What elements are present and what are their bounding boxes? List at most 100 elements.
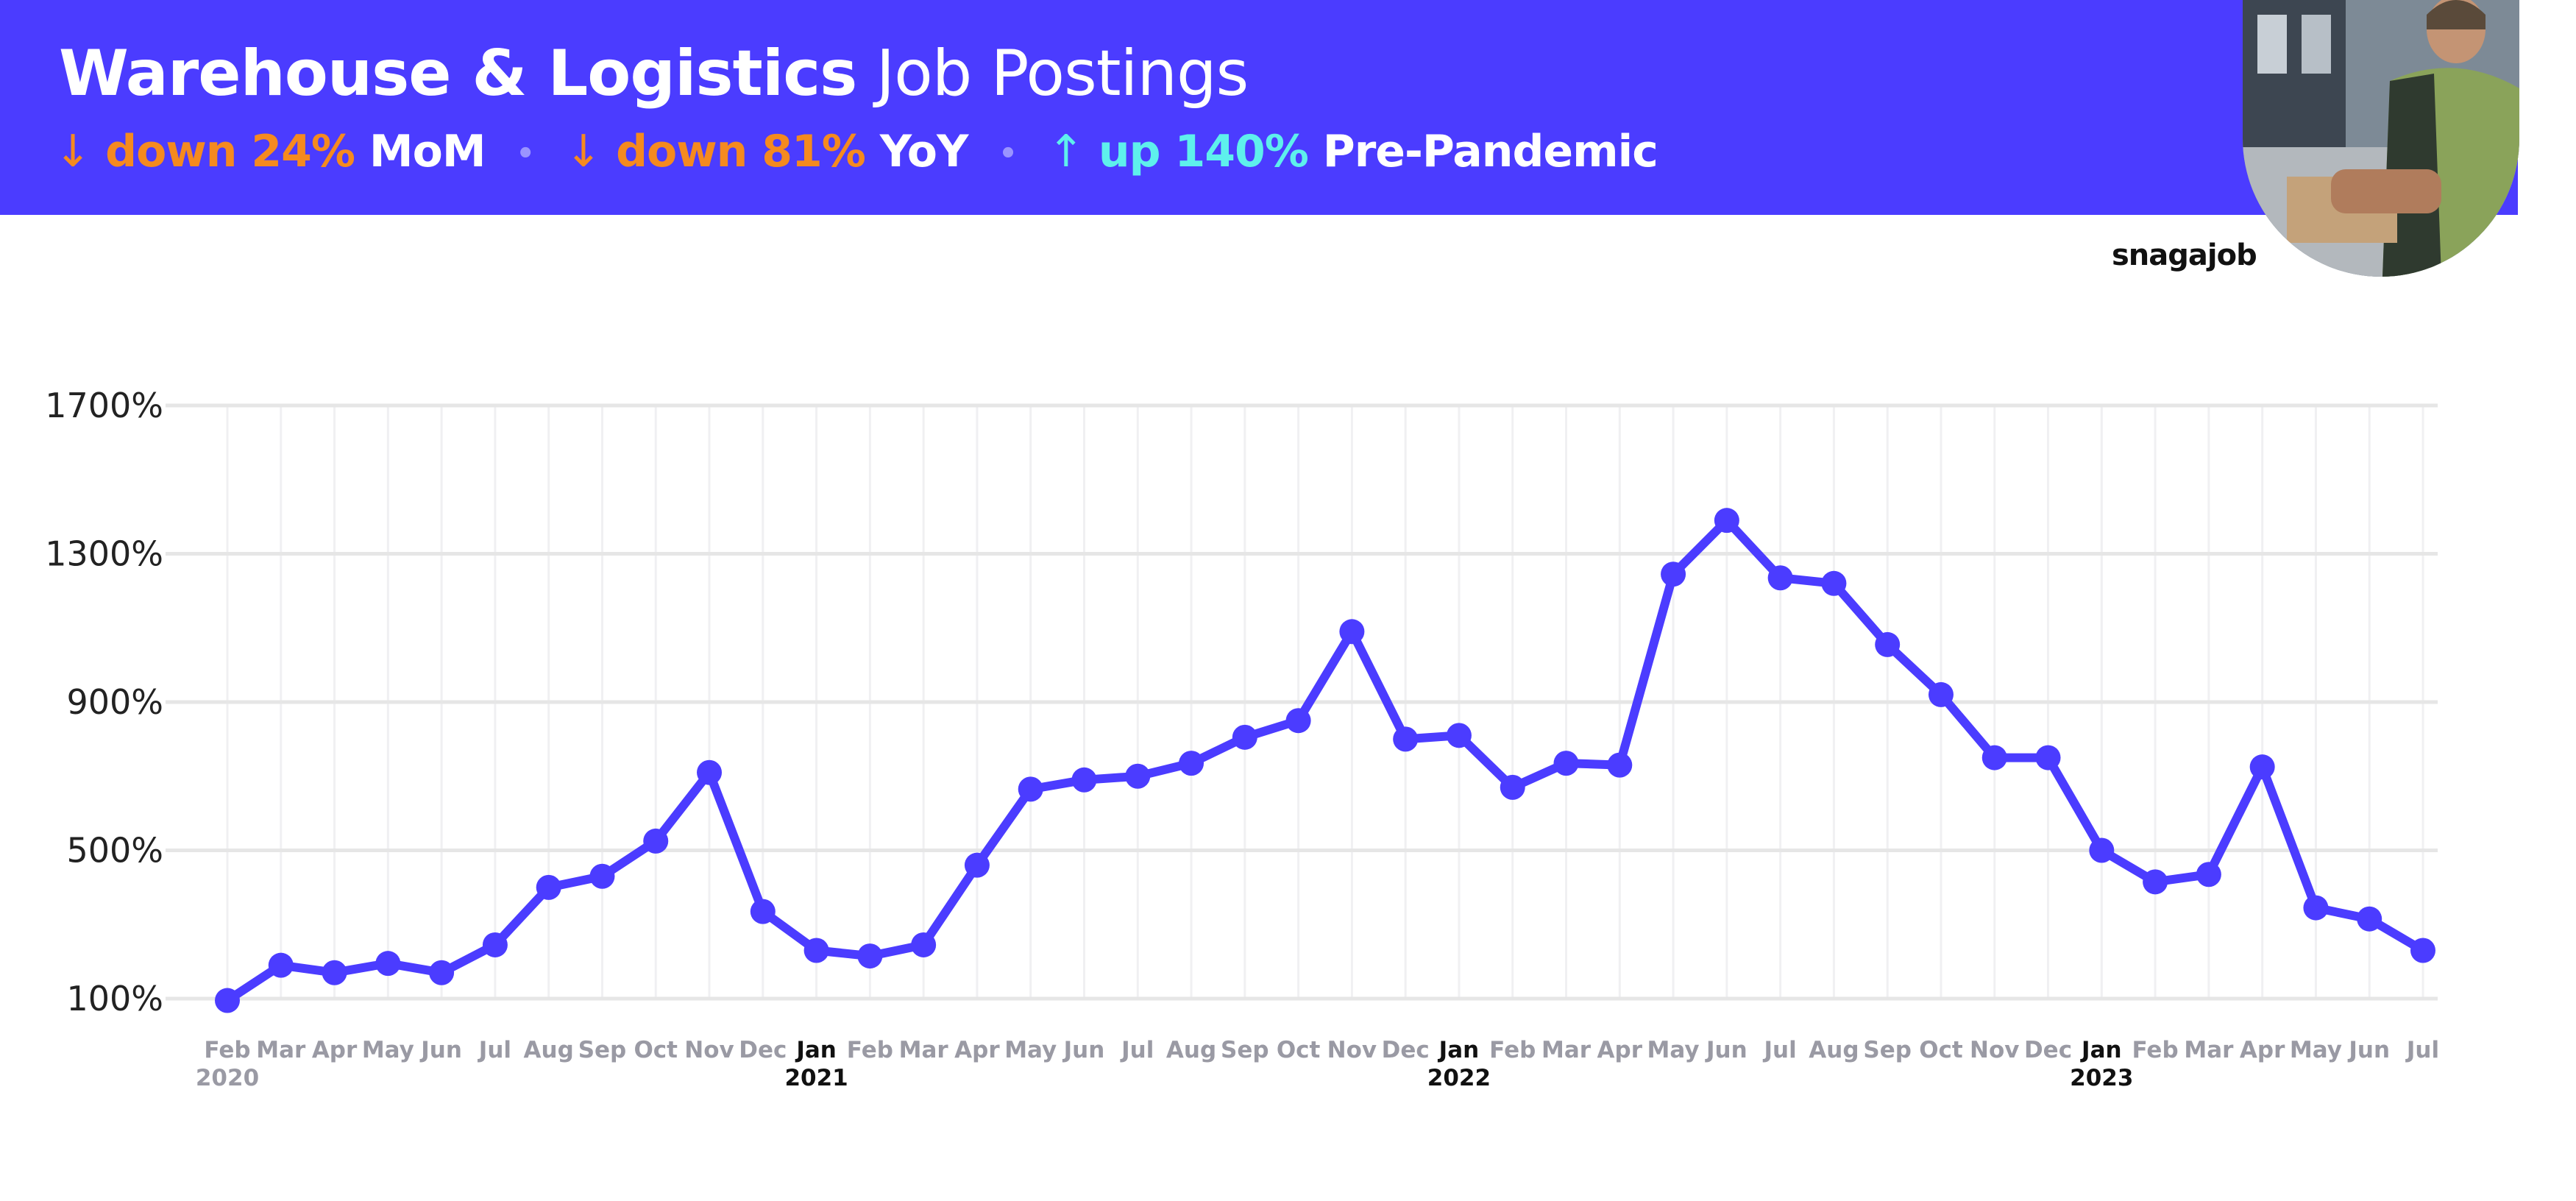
x-tick-label: Mar (899, 1037, 949, 1063)
x-tick-label: Aug (524, 1037, 574, 1063)
x-tick-label: Mar (256, 1037, 306, 1063)
x-tick-label: Mar (1541, 1037, 1592, 1063)
data-point (2196, 862, 2221, 888)
x-tick-label: Aug (1166, 1037, 1216, 1063)
data-point (1232, 724, 1257, 750)
data-point (964, 852, 990, 878)
page-title: Warehouse & Logistics Job Postings (59, 35, 1249, 112)
data-point (1981, 745, 2007, 770)
data-point (911, 932, 937, 957)
data-point (482, 932, 508, 957)
data-point (2089, 837, 2115, 863)
x-tick-label: Nov (684, 1037, 734, 1063)
data-point (536, 874, 561, 900)
data-point (1125, 763, 1151, 789)
y-tick-label: 500% (66, 831, 163, 871)
data-points (215, 508, 2435, 1013)
x-tick-label: Sep (578, 1037, 627, 1063)
title-light: Job Postings (876, 37, 1249, 110)
x-tick-label: Jan (2080, 1037, 2122, 1063)
data-point (1179, 751, 1204, 776)
x-tick-label: Dec (2024, 1037, 2072, 1063)
x-tick-label: May (362, 1037, 414, 1063)
x-tick-label: Jan (1438, 1037, 1480, 1063)
x-tick-label: Dec (739, 1037, 787, 1063)
data-point (1928, 681, 1954, 707)
x-tick-label: Oct (634, 1037, 678, 1063)
data-point (643, 828, 669, 854)
data-point (697, 759, 723, 785)
data-point (1875, 631, 1901, 657)
x-tick-label: Jun (419, 1037, 462, 1063)
data-point (2410, 938, 2435, 963)
data-point (322, 960, 347, 985)
worker-photo (2243, 0, 2519, 277)
data-point (1821, 570, 1847, 596)
data-point (1767, 565, 1793, 591)
stat-yoy-label: YoY (879, 126, 969, 177)
data-point (803, 938, 829, 963)
x-tick-label: Jan (795, 1037, 837, 1063)
x-tick-label: Apr (1597, 1037, 1643, 1063)
x-tick-label: Oct (1919, 1037, 1963, 1063)
x-tick-label: Nov (1327, 1037, 1377, 1063)
x-tick-label: Jul (1120, 1037, 1154, 1063)
x-year-label: 2021 (784, 1065, 848, 1091)
x-tick-label: Sep (1863, 1037, 1912, 1063)
title-bold: Warehouse & Logistics (59, 37, 857, 110)
data-point (2143, 869, 2168, 895)
data-point (2357, 906, 2382, 932)
x-tick-label: Jun (1062, 1037, 1105, 1063)
x-tick-label: Nov (1970, 1037, 2019, 1063)
data-point (1339, 619, 1365, 645)
separator-dot: • (516, 137, 535, 171)
series-line (223, 516, 2427, 1005)
x-axis-labels: Feb Mar Apr May Jun Jul Aug Sep Oct Nov Dec Jan Feb M… (196, 1037, 2439, 1091)
down-arrow-icon: ↓ (54, 126, 91, 177)
data-point (1661, 561, 1686, 587)
x-year-label: 2022 (1427, 1065, 1491, 1091)
series-polyline (223, 516, 2427, 1005)
data-point (1500, 774, 1525, 800)
x-tick-label: Oct (1277, 1037, 1321, 1063)
data-point (1018, 776, 1043, 802)
x-tick-label: Jul (2405, 1037, 2439, 1063)
data-point (268, 952, 294, 978)
data-point (1553, 751, 1579, 776)
data-point (2249, 754, 2275, 780)
data-point (2035, 745, 2061, 770)
stat-mom: ↓ down 24% MoM (54, 126, 500, 177)
data-point (589, 863, 615, 889)
data-point (1714, 508, 1739, 534)
y-tick-label: 1300% (45, 534, 163, 574)
data-point (857, 943, 883, 969)
data-point (1285, 708, 1311, 734)
stat-mom-change: down 24% (105, 126, 355, 177)
y-tick-label: 100% (66, 979, 163, 1018)
x-tick-label: Apr (2240, 1037, 2285, 1063)
x-tick-label: Feb (1489, 1037, 1536, 1063)
up-arrow-icon: ↑ (1047, 126, 1085, 177)
data-point (1607, 752, 1633, 778)
data-point (429, 960, 455, 985)
x-tick-label: Jun (2347, 1037, 2390, 1063)
x-tick-label: Sep (1221, 1037, 1269, 1063)
y-axis-labels: 1700% 1300% 900% 500% 100% (45, 386, 163, 1018)
stat-yoy: ↓ down 81% YoY (565, 126, 982, 177)
x-tick-label: Feb (847, 1037, 893, 1063)
stat-mom-label: MoM (369, 126, 486, 177)
stat-prepandemic-label: Pre-Pandemic (1322, 126, 1658, 177)
x-tick-label: May (1647, 1037, 1700, 1063)
stats-row: ↓ down 24% MoM • ↓ down 81% YoY • ↑ up 1… (54, 122, 1658, 183)
data-point (2303, 895, 2329, 921)
x-tick-label: Mar (2184, 1037, 2234, 1063)
snagajob-logo: snagajob (2112, 238, 2257, 272)
header-banner (0, 0, 2518, 215)
data-point (215, 988, 240, 1013)
x-tick-label: Jul (1763, 1037, 1797, 1063)
x-tick-label: Aug (1809, 1037, 1859, 1063)
x-year-label: 2023 (2070, 1065, 2133, 1091)
data-point (375, 951, 401, 977)
x-tick-label: Apr (954, 1037, 1000, 1063)
x-tick-label: May (1004, 1037, 1057, 1063)
